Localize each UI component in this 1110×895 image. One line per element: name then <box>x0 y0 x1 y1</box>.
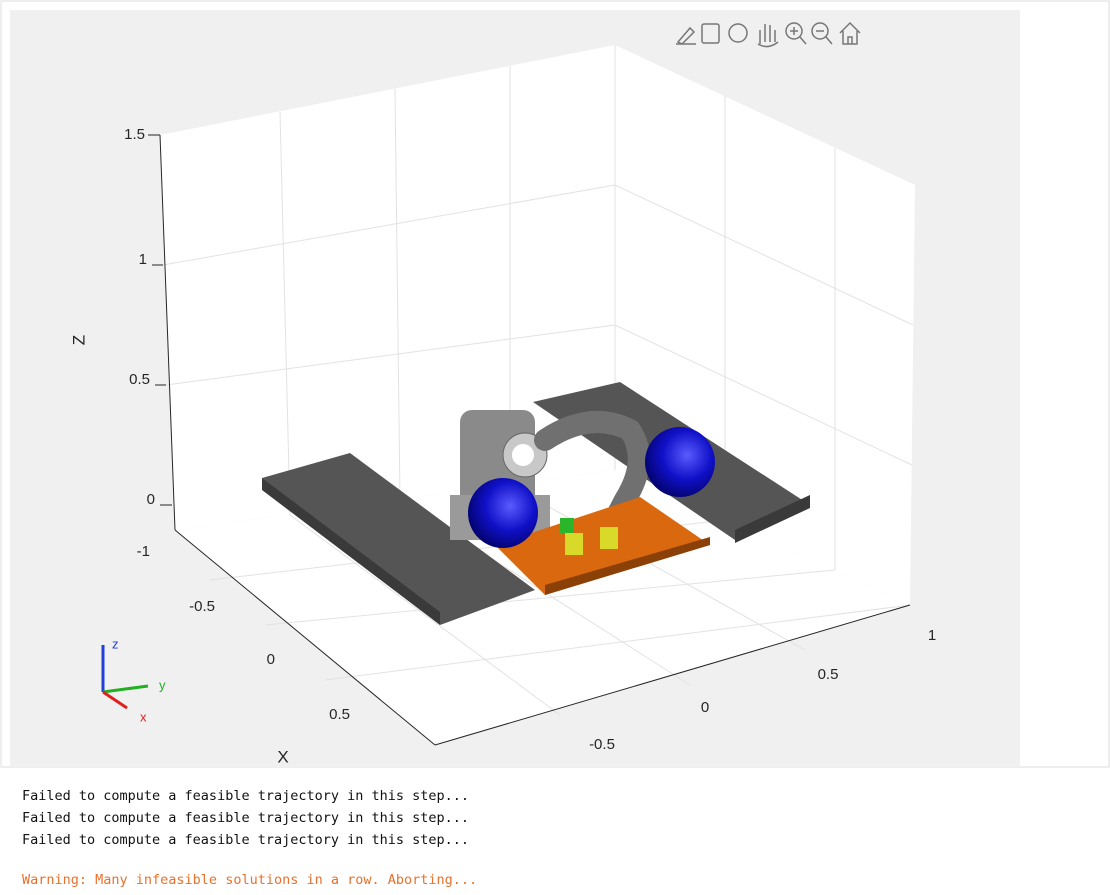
z-tick-label: 1 <box>139 251 147 268</box>
x-tick-label: 0 <box>267 651 275 668</box>
triad-z-label: z <box>112 636 119 651</box>
x-tick-label: -0.5 <box>189 598 215 615</box>
warning-line: Warning: Many infeasible solutions in a … <box>22 872 477 888</box>
y-tick-label: -0.5 <box>589 736 615 753</box>
figure: 1.5 1 0.5 0 -1 -0.5 0 0.5 -0.5 0 0.5 1 Z… <box>0 0 1110 770</box>
obstacle-sphere <box>468 478 538 548</box>
output-line: Failed to compute a feasible trajectory … <box>22 788 469 804</box>
x-tick-label: 0.5 <box>329 706 350 723</box>
y-tick-label: 0.5 <box>818 666 839 683</box>
z-tick-label: 0 <box>147 491 155 508</box>
y-tick-label: 0 <box>701 699 709 716</box>
yellow-block <box>600 527 618 549</box>
obstacle-sphere <box>645 427 715 497</box>
output-line: Failed to compute a feasible trajectory … <box>22 832 469 848</box>
page: {"plot": {"z_label": "Z", "x_label": "X"… <box>0 0 1110 895</box>
z-tick-label: 1.5 <box>124 126 145 143</box>
z-tick-label: 0.5 <box>129 371 150 388</box>
output-line: Failed to compute a feasible trajectory … <box>22 810 469 826</box>
y-tick-label: 1 <box>928 627 936 644</box>
yellow-block <box>565 533 583 555</box>
robot-joint <box>512 444 534 466</box>
z-axis-label: Z <box>69 335 88 345</box>
x-tick-label: -1 <box>137 543 150 560</box>
x-axis-label: X <box>277 747 288 766</box>
triad-x-label: x <box>140 709 147 724</box>
green-block <box>560 518 574 534</box>
triad-y-label: y <box>159 677 166 692</box>
